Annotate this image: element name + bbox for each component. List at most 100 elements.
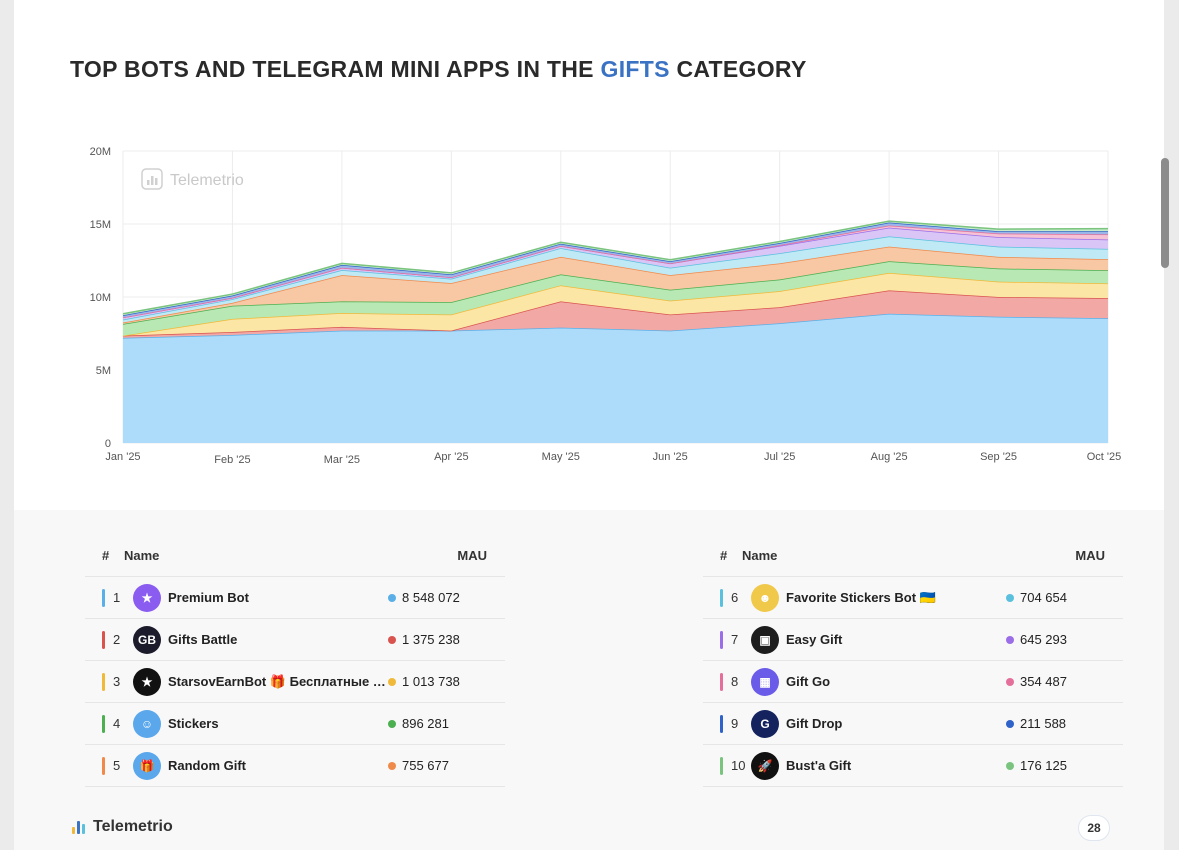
table-row[interactable]: 1 ★ Premium Bot 8 548 072 [85,577,505,619]
header-mau: MAU [457,548,487,563]
header-name: Name [124,548,160,563]
y-tick-label: 0 [105,438,111,450]
mau-value: 176 125 [1020,758,1067,773]
series-color-bar [720,756,723,775]
x-tick-label: Feb '25 [214,454,250,466]
header-mau: MAU [1075,548,1105,563]
series-dot [388,635,396,644]
page-number-badge: 28 [1078,815,1110,841]
row-rank: 7 [731,632,739,647]
series-dot [1006,593,1014,602]
area-gift-go [123,225,1108,318]
x-tick-label: Mar '25 [324,454,360,466]
x-tick-label: Jun '25 [653,451,688,463]
cube-gift-icon: ▣ [751,625,779,654]
x-tick-label: Jan '25 [105,451,140,463]
series-dot [1006,677,1014,686]
area-bust-a-gift [123,221,1108,316]
header-num: # [102,548,110,563]
table-row[interactable]: 5 🎁 Random Gift 755 677 [85,745,505,787]
area-favorite-stickers-bot [123,236,1108,323]
app-name[interactable]: Easy Gift [786,632,843,647]
series-color-bar [102,588,105,607]
x-tick-label: May '25 [542,451,580,463]
telemetrio-logo-icon [72,820,85,834]
header-num: # [720,548,728,563]
stacked-area-chart: 0 5M 10M 15M 20M Jan '25 Feb '25 Mar '25 Apr '25… [90,146,1122,466]
series-color-bar [720,714,723,733]
table-section [14,510,1164,850]
watermark-text: Telemetrio [170,172,244,189]
watermark-logo-bar [151,176,154,185]
y-tick-label: 10M [90,292,111,304]
watermark-logo-bar [155,178,158,185]
series-dot [1006,761,1014,770]
table-row[interactable]: 8 ▦ Gift Go 354 487 [703,661,1123,703]
row-rank: 5 [113,758,121,773]
app-name[interactable]: Premium Bot [168,590,249,605]
table-row[interactable]: 7 ▣ Easy Gift 645 293 [703,619,1123,661]
table-row[interactable]: 10 🚀 Bust'a Gift 176 125 [703,745,1123,787]
title-suffix: CATEGORY [669,56,807,82]
series-dot [1006,719,1014,728]
mau-value: 755 677 [402,758,449,773]
area-starsovearnbot [123,272,1108,336]
table-row[interactable]: 3 ★ StarsovEarnBot 🎁 Бесплатные П... 1 013 … [85,661,505,703]
y-tick-label: 5M [96,365,111,377]
gb-logo-icon: GB [133,625,161,654]
watermark-logo-icon [141,168,163,190]
y-tick-label: 20M [90,146,111,158]
mau-value: 704 654 [1020,590,1067,605]
table-header: # Name MAU [703,535,1123,577]
watermark-logo-bar [147,180,150,185]
star-icon: ★ [133,583,161,612]
y-tick-label: 15M [90,219,111,231]
mau-value: 1 375 238 [402,632,460,647]
app-name[interactable]: Gifts Battle [168,632,238,647]
app-name[interactable]: Favorite Stickers Bot 🇺🇦 [786,589,936,605]
series-dot [388,677,396,686]
series-color-bar [720,630,723,649]
scrollbar[interactable] [1161,158,1169,268]
mau-value: 8 548 072 [402,590,460,605]
app-name[interactable]: Random Gift [168,758,246,773]
x-tick-label: Apr '25 [434,451,469,463]
table-row[interactable]: 6 ☻ Favorite Stickers Bot 🇺🇦 704 654 [703,577,1123,619]
table-row[interactable]: 2 GB Gifts Battle 1 375 238 [85,619,505,661]
mau-value: 645 293 [1020,632,1067,647]
gift-box-icon: 🎁 [133,751,161,780]
series-color-bar [720,672,723,691]
title-accent: GIFTS [600,56,670,82]
mau-value: 354 487 [1020,674,1067,689]
table-header: # Name MAU [85,535,505,577]
x-tick-label: Jul '25 [764,451,795,463]
app-name[interactable]: Gift Drop [786,716,843,731]
row-rank: 10 [731,758,746,773]
series-color-bar [102,756,105,775]
duck-sticker-icon: ☻ [751,583,779,612]
app-name[interactable]: Bust'a Gift [786,758,852,773]
series-line-bust-a-gift [122,220,1109,315]
row-rank: 4 [113,716,121,731]
footer-brand: Telemetrio [93,818,173,835]
footer-logo: Telemetrio [72,818,173,836]
row-rank: 9 [731,716,739,731]
area-premium-bot [123,313,1108,443]
sticker-face-icon: ☺ [133,709,161,738]
series-dot [388,761,396,770]
app-name[interactable]: StarsovEarnBot 🎁 Бесплатные П... [168,673,388,689]
area-random-gift [123,246,1108,325]
x-tick-label: Sep '25 [980,451,1017,463]
app-name[interactable]: Stickers [168,716,219,731]
purple-gift-icon: ▦ [751,667,779,696]
gold-star-icon: ★ [133,667,161,696]
app-name[interactable]: Gift Go [786,674,831,689]
area-gifts-battle [123,290,1108,338]
table-row[interactable]: 9 G Gift Drop 211 588 [703,703,1123,745]
page-title: TOP BOTS AND TELEGRAM MINI APPS IN THE G… [70,56,807,83]
row-rank: 1 [113,590,121,605]
table-row[interactable]: 4 ☺ Stickers 896 281 [85,703,505,745]
x-tick-label: Aug '25 [871,451,908,463]
row-rank: 2 [113,632,121,647]
series-color-bar [720,588,723,607]
